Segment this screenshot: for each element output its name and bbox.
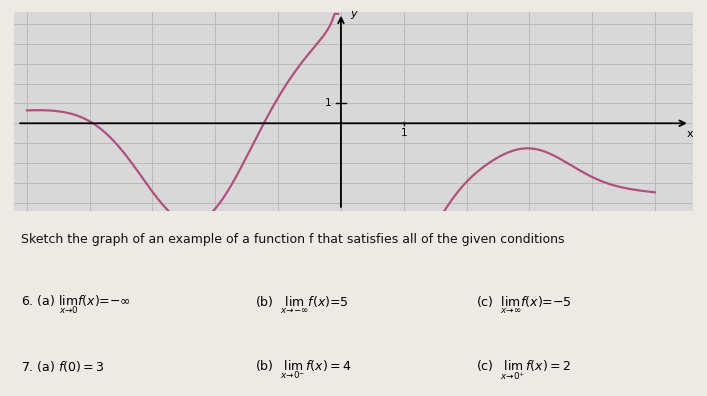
Text: 1: 1 — [325, 98, 332, 109]
Text: Sketch the graph of an example of a function f that satisfies all of the given c: Sketch the graph of an example of a func… — [21, 233, 564, 246]
Text: x: x — [686, 129, 693, 139]
Text: 7. (a) $f(0) = 3$: 7. (a) $f(0) = 3$ — [21, 359, 105, 374]
Text: (c)  $\lim_{x \to 0^+} f(x) = 2$: (c) $\lim_{x \to 0^+} f(x) = 2$ — [476, 359, 571, 383]
Text: 1: 1 — [400, 128, 407, 138]
Text: 6. (a) $\lim_{x \to 0} f(x) = -\infty$: 6. (a) $\lim_{x \to 0} f(x) = -\infty$ — [21, 294, 131, 316]
Text: (c)  $\lim_{x \to \infty} f(x) = -5$: (c) $\lim_{x \to \infty} f(x) = -5$ — [476, 294, 571, 316]
Text: (b)  $\lim_{x \to -\infty} f(x) = 5$: (b) $\lim_{x \to -\infty} f(x) = 5$ — [255, 294, 349, 316]
Text: (b)  $\lim_{x \to 0^-} f(x) = 4$: (b) $\lim_{x \to 0^-} f(x) = 4$ — [255, 359, 352, 381]
Text: y: y — [351, 9, 357, 19]
